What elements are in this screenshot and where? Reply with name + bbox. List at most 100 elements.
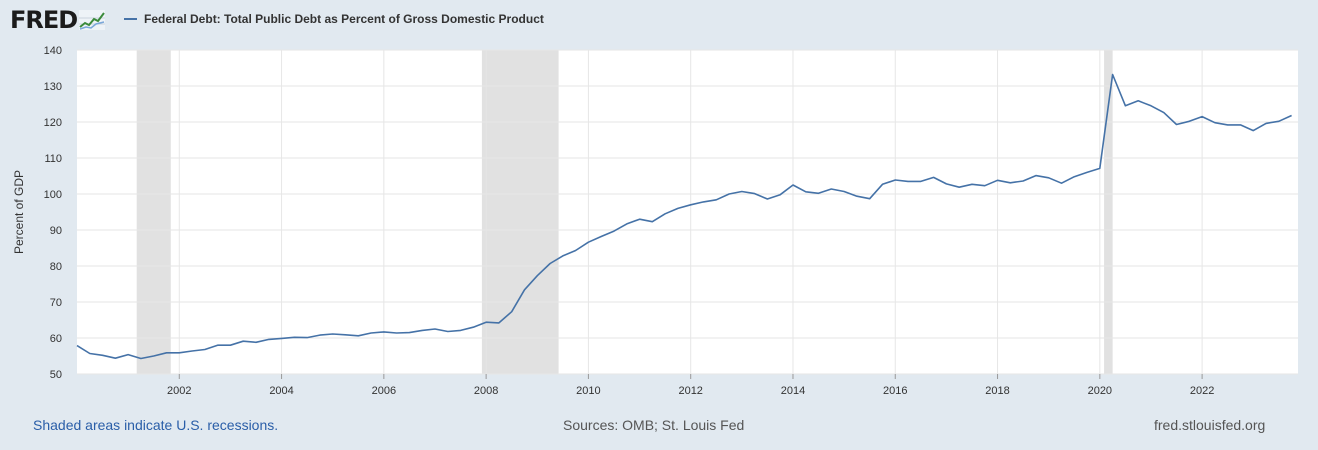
data-point-41 [599,234,604,239]
data-point-27 [420,328,425,333]
y-tick-label-5: 100 [44,189,62,201]
data-point-71 [982,183,987,188]
recession-shading [136,50,1113,374]
data-point-24 [381,329,386,334]
data-point-63 [880,182,885,187]
data-point-39 [573,248,578,253]
data-point-18 [305,335,310,340]
data-point-83 [1136,98,1141,103]
data-point-51 [727,192,732,197]
data-point-95 [1289,113,1294,118]
data-point-69 [957,185,962,190]
data-point-5 [138,356,143,361]
data-point-66 [918,179,923,184]
data-point-35 [522,287,527,292]
data-point-52 [739,189,744,194]
data-point-86 [1174,122,1179,127]
data-point-77 [1059,181,1064,186]
data-point-85 [1161,110,1166,115]
data-point-50 [714,197,719,202]
data-point-2 [100,353,105,358]
data-point-25 [394,330,399,335]
data-point-28 [432,327,437,332]
data-point-76 [1046,175,1051,180]
data-point-8 [177,350,182,355]
series-line [76,73,1292,360]
data-point-82 [1123,103,1128,108]
data-point-65 [906,179,911,184]
y-tick-label-8: 130 [44,81,62,93]
chart-header: FRED Federal Debt: Total Public Debt as … [0,0,1318,40]
data-point-40 [586,240,591,245]
data-point-30 [458,328,463,333]
data-point-89 [1212,120,1217,125]
data-point-29 [445,329,450,334]
data-point-33 [496,320,501,325]
data-point-36 [535,273,540,278]
data-point-26 [407,330,412,335]
data-point-43 [624,221,629,226]
x-tick-label-3: 2008 [474,385,498,397]
data-point-23 [369,330,374,335]
data-point-49 [701,199,706,204]
data-point-44 [637,217,642,222]
logo-text: FRED [10,6,78,34]
data-point-84 [1148,103,1153,108]
data-point-37 [548,261,553,266]
data-point-58 [816,191,821,196]
y-tick-label-4: 90 [50,225,62,237]
data-point-62 [867,196,872,201]
recession-note[interactable]: Shaded areas indicate U.S. recessions. [33,417,279,433]
data-point-11 [215,343,220,348]
y-tick-label-2: 70 [50,297,62,309]
data-point-57 [803,189,808,194]
plot-background [77,50,1298,374]
data-point-67 [931,175,936,180]
data-point-17 [292,335,297,340]
site-link[interactable]: fred.stlouisfed.org [1154,417,1266,433]
data-point-48 [688,202,693,207]
data-point-3 [113,356,118,361]
data-point-93 [1264,121,1269,126]
data-point-7 [164,350,169,355]
data-point-60 [842,189,847,194]
legend-label: Federal Debt: Total Public Debt as Perce… [144,12,544,26]
data-point-59 [829,186,834,191]
data-point-32 [484,320,489,325]
y-axis-ticks: 50 60 70 80 90 100 110 120 130 140 [44,45,62,381]
data-point-9 [190,348,195,353]
data-point-45 [650,219,655,224]
data-point-19 [317,333,322,338]
data-point-90 [1225,122,1230,127]
legend-swatch [124,18,137,20]
y-axis-label: Percent of GDP [12,170,26,254]
y-tick-label-7: 120 [44,117,62,129]
x-tick-label-2: 2006 [372,385,396,397]
data-point-42 [611,229,616,234]
data-point-4 [126,352,131,357]
data-point-70 [969,182,974,187]
data-point-20 [330,332,335,337]
data-point-15 [266,337,271,342]
data-point-87 [1187,119,1192,124]
data-point-92 [1251,128,1256,133]
recession-band-2 [1104,50,1113,374]
data-point-72 [995,178,1000,183]
data-point-34 [509,309,514,314]
data-point-6 [151,354,156,359]
data-point-91 [1238,122,1243,127]
data-point-81 [1110,72,1115,77]
data-point-68 [944,181,949,186]
data-point-53 [752,191,757,196]
x-tick-label-5: 2012 [678,385,702,397]
data-point-64 [893,177,898,182]
y-tick-label-0: 50 [50,369,62,381]
y-tick-label-3: 80 [50,261,62,273]
data-point-13 [241,339,246,344]
chart-legend[interactable]: Federal Debt: Total Public Debt as Perce… [124,12,544,26]
fred-logo[interactable]: FRED [10,6,106,34]
data-point-80 [1097,166,1102,171]
data-point-75 [1033,173,1038,178]
y-tick-label-1: 60 [50,333,62,345]
